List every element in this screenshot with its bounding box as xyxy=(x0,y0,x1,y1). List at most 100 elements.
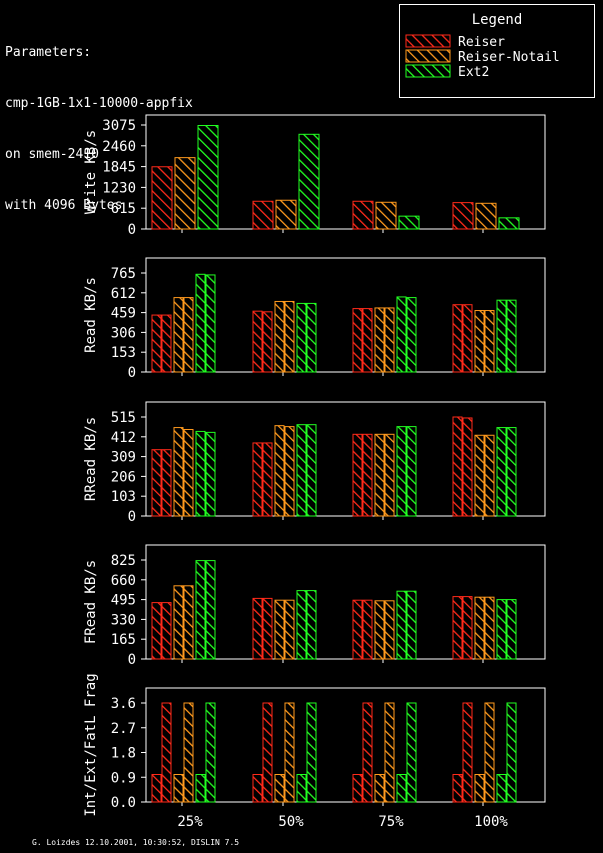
bar-ext2-100pct xyxy=(506,427,517,517)
bar-reiser-75pct xyxy=(362,308,373,373)
bar-reiser-notail-100pct xyxy=(474,774,485,803)
bar-ext2-100pct xyxy=(506,299,517,373)
bar-reiser-75pct xyxy=(352,599,363,660)
bar-ext2-50pct xyxy=(306,590,317,660)
x-tick-label: 25% xyxy=(177,814,203,830)
bar-ext2-75pct xyxy=(406,297,417,373)
bar-ext2-100pct xyxy=(496,774,507,803)
bar-ext2-25pct xyxy=(195,430,206,517)
bar-ext2-100pct xyxy=(496,427,507,517)
bar-reiser-100pct xyxy=(452,416,463,517)
legend: Legend xyxy=(399,4,595,98)
y-tick-label: 2.7 xyxy=(111,721,136,737)
bar-reiser-75pct xyxy=(352,200,374,230)
y-tick-label: 0.0 xyxy=(111,795,136,811)
legend-label-reiser: Reiser xyxy=(458,35,505,50)
footer-credit: G. Loizdes 12.10.2001, 10:30:52, DISLIN … xyxy=(32,838,240,847)
parameters-line: with 4096 Bytes xyxy=(5,198,123,213)
y-axis-label: Write KB/s xyxy=(83,130,99,214)
bar-reiser-100pct xyxy=(462,596,473,660)
y-tick-label: 495 xyxy=(111,593,136,609)
bar-reiser-notail-50pct xyxy=(284,300,295,373)
bar-reiser-notail-25pct xyxy=(173,427,184,517)
y-tick-label: 612 xyxy=(111,286,136,302)
parameters-line: cmp-1GB-1x1-10000-appfix xyxy=(5,96,193,111)
bar-reiser-notail-75pct xyxy=(374,774,385,803)
plot-frame xyxy=(145,687,546,803)
y-tick-label: 330 xyxy=(111,612,136,628)
bar-reiser-75pct xyxy=(362,433,373,517)
bar-reiser-notail-100pct xyxy=(484,310,495,373)
y-tick-label: 2460 xyxy=(102,139,136,155)
bar-reiser-50pct xyxy=(252,597,263,660)
y-tick-label: 0 xyxy=(128,222,136,238)
legend-label-ext2: Ext2 xyxy=(458,65,489,80)
bar-reiser-notail-75pct xyxy=(374,600,385,660)
y-tick-label: 615 xyxy=(111,201,136,217)
y-tick-label: 206 xyxy=(111,469,136,485)
bar-reiser-25pct xyxy=(151,449,162,517)
bar-reiser-50pct xyxy=(252,200,274,230)
bar-reiser-50pct xyxy=(262,442,273,517)
y-tick-label: 153 xyxy=(111,345,136,361)
legend-swatch-reiser-notail xyxy=(405,49,451,63)
bar-reiser-notail-50pct xyxy=(274,300,285,373)
bar-reiser-50pct xyxy=(262,311,273,373)
bar-ext2-75pct xyxy=(396,426,407,517)
bar-reiser-50pct xyxy=(252,442,263,517)
panel-1: 0 153 306 459 612 765 Read KB/s xyxy=(83,257,546,381)
plot-frame xyxy=(145,114,546,230)
bar-ext2-25pct xyxy=(195,273,206,373)
bar-ext2-50pct xyxy=(296,774,307,803)
bar-reiser-25pct xyxy=(151,314,162,373)
y-tick-label: 825 xyxy=(111,553,136,569)
y-tick-label: 515 xyxy=(111,410,136,426)
bar-reiser-50pct xyxy=(252,310,263,373)
bar-reiser-50pct xyxy=(262,702,273,803)
bar-ext2-100pct xyxy=(506,702,517,803)
bar-reiser-notail-75pct xyxy=(375,201,397,230)
bar-reiser-notail-25pct xyxy=(183,702,194,803)
bar-reiser-25pct xyxy=(161,702,172,803)
panel-2: 0 103 206 309 412 515 RRead KB/s xyxy=(83,401,546,525)
y-axis-label: RRead KB/s xyxy=(83,417,99,501)
y-tick-label: 765 xyxy=(111,266,136,282)
bar-ext2-75pct xyxy=(406,590,417,660)
bar-reiser-notail-100pct xyxy=(474,596,485,660)
bar-reiser-notail-100pct xyxy=(474,310,485,373)
bar-reiser-50pct xyxy=(252,774,263,803)
bar-ext2-50pct xyxy=(306,424,317,517)
bar-ext2-25pct xyxy=(195,774,206,803)
bar-reiser-notail-100pct xyxy=(484,434,495,517)
bar-ext2-25pct xyxy=(205,431,216,517)
bar-reiser-notail-75pct xyxy=(384,433,395,517)
bar-reiser-notail-25pct xyxy=(183,585,194,660)
bar-ext2-50pct xyxy=(296,590,307,660)
bar-reiser-notail-50pct xyxy=(284,599,295,660)
plot-frame xyxy=(145,544,546,660)
bar-reiser-75pct xyxy=(362,702,373,803)
bar-reiser-notail-100pct xyxy=(474,434,485,517)
panel-4: 0.0 0.9 1.8 2.7 3.6 Int/Ext/FatL Frag 25% 50% 75… xyxy=(83,673,546,830)
bar-reiser-notail-50pct xyxy=(274,425,285,517)
bar-reiser-notail-50pct xyxy=(274,774,285,803)
legend-swatch-ext2 xyxy=(405,64,451,78)
bar-reiser-75pct xyxy=(352,433,363,517)
bar-reiser-75pct xyxy=(362,599,373,660)
y-axis-label: Int/Ext/FatL Frag xyxy=(83,673,99,816)
bar-ext2-75pct xyxy=(406,426,417,517)
bar-reiser-notail-100pct xyxy=(484,596,495,660)
legend-title: Legend xyxy=(471,12,523,28)
bar-reiser-notail-25pct xyxy=(174,157,196,230)
bar-reiser-100pct xyxy=(462,417,473,517)
bar-reiser-notail-75pct xyxy=(384,600,395,660)
y-tick-label: 0 xyxy=(128,652,136,668)
bar-reiser-notail-50pct xyxy=(284,702,295,803)
bar-reiser-notail-50pct xyxy=(274,599,285,660)
bar-reiser-notail-25pct xyxy=(183,297,194,373)
bar-reiser-25pct xyxy=(151,166,173,230)
bar-ext2-25pct xyxy=(205,274,216,373)
bar-reiser-notail-100pct xyxy=(484,702,495,803)
y-tick-label: 0 xyxy=(128,509,136,525)
